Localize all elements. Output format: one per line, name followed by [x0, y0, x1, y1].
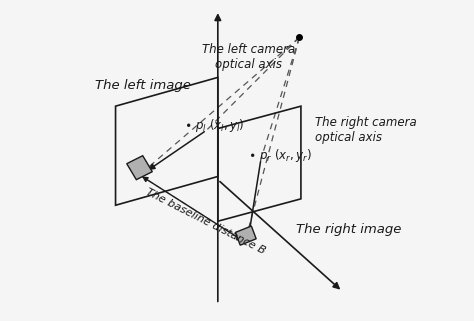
Text: The right image: The right image [296, 223, 401, 236]
Text: The baseline distance B: The baseline distance B [144, 187, 267, 256]
Text: The left camera
optical axis: The left camera optical axis [201, 43, 295, 71]
Text: $\bullet\ p_l\ (x_l, y_l)$: $\bullet\ p_l\ (x_l, y_l)$ [184, 117, 245, 134]
Polygon shape [236, 226, 256, 245]
Polygon shape [127, 156, 152, 180]
Text: $\bullet\ p_r\ (x_r, y_r)$: $\bullet\ p_r\ (x_r, y_r)$ [248, 147, 312, 164]
Text: The left image: The left image [95, 79, 191, 92]
Text: The right camera
optical axis: The right camera optical axis [315, 116, 417, 144]
